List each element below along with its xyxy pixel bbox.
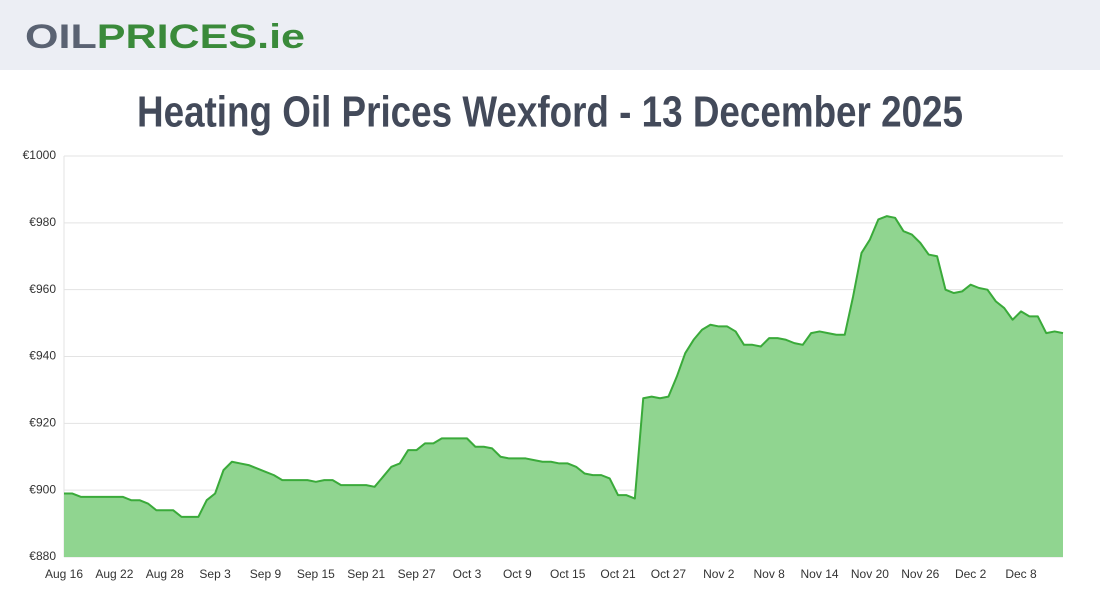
x-tick-label: Nov 8 xyxy=(753,567,785,581)
x-tick-label: Sep 27 xyxy=(398,567,436,581)
area xyxy=(64,216,1063,557)
x-tick-label: Nov 20 xyxy=(851,567,889,581)
x-tick-label: Dec 8 xyxy=(1005,567,1037,581)
logo-green[interactable]: PRICES.ie xyxy=(97,18,305,56)
x-tick-label: Aug 16 xyxy=(45,567,83,581)
x-tick-label: Nov 2 xyxy=(703,567,735,581)
line xyxy=(64,215,1064,518)
x-tick-label: Sep 15 xyxy=(297,567,335,581)
x-tick-label: Sep 9 xyxy=(250,567,282,581)
x-tick-label: Sep 3 xyxy=(199,567,231,581)
y-tick-label: €940 xyxy=(29,349,56,363)
y-tick-label: €900 xyxy=(29,482,56,496)
logo-dark[interactable]: OIL xyxy=(25,18,97,56)
y-tick-label: €1000 xyxy=(23,148,57,162)
x-tick-label: Nov 26 xyxy=(901,567,939,581)
x-tick-label: Oct 3 xyxy=(453,567,482,581)
plot: €880 €900 €920 €940 €960 €980 €1000 Aug 16 Aug 2… xyxy=(23,148,1064,581)
chart-title: Heating Oil Prices Wexford - 13 December… xyxy=(137,88,963,137)
y-tick-label: €960 xyxy=(29,282,56,296)
logo[interactable]: OIL PRICES.ie xyxy=(25,18,305,56)
x-tick-label: Sep 21 xyxy=(347,567,385,581)
x-tick-label: Oct 15 xyxy=(550,567,586,581)
y-tick-label: €980 xyxy=(29,215,56,229)
header-bar xyxy=(0,0,1100,70)
y-tick-label: €920 xyxy=(29,416,56,430)
x-tick-label: Oct 27 xyxy=(651,567,687,581)
x-tick-label: Oct 9 xyxy=(503,567,532,581)
y-tick-label: €880 xyxy=(29,549,56,563)
x-tick-label: Aug 28 xyxy=(146,567,184,581)
x-tick-label: Nov 14 xyxy=(801,567,839,581)
x-tick-label: Dec 2 xyxy=(955,567,987,581)
x-tick-label: Aug 22 xyxy=(95,567,133,581)
x-tick-label: Oct 21 xyxy=(600,567,636,581)
